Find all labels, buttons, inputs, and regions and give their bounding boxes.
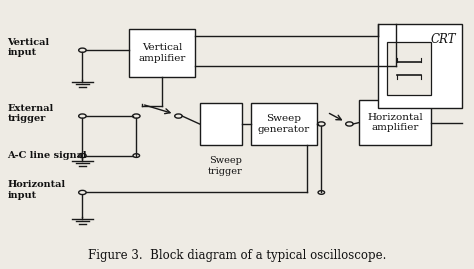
Text: Sweep
trigger: Sweep trigger — [208, 156, 243, 176]
Bar — [359, 100, 431, 145]
Text: External
trigger: External trigger — [8, 104, 54, 123]
Bar — [200, 103, 242, 145]
Bar — [387, 42, 431, 95]
Text: Horizontal
amplifier: Horizontal amplifier — [367, 113, 423, 132]
Bar — [377, 24, 462, 108]
Text: CRT: CRT — [430, 33, 456, 46]
Text: A-C line signal: A-C line signal — [8, 151, 87, 160]
Bar — [251, 103, 317, 145]
Text: Horizontal
input: Horizontal input — [8, 180, 65, 200]
Text: Sweep
generator: Sweep generator — [258, 114, 310, 134]
Bar — [129, 29, 195, 77]
Text: Figure 3.  Block diagram of a typical oscilloscope.: Figure 3. Block diagram of a typical osc… — [88, 249, 386, 262]
Text: Vertical
amplifier: Vertical amplifier — [138, 43, 186, 62]
Text: Vertical
input: Vertical input — [8, 38, 50, 57]
